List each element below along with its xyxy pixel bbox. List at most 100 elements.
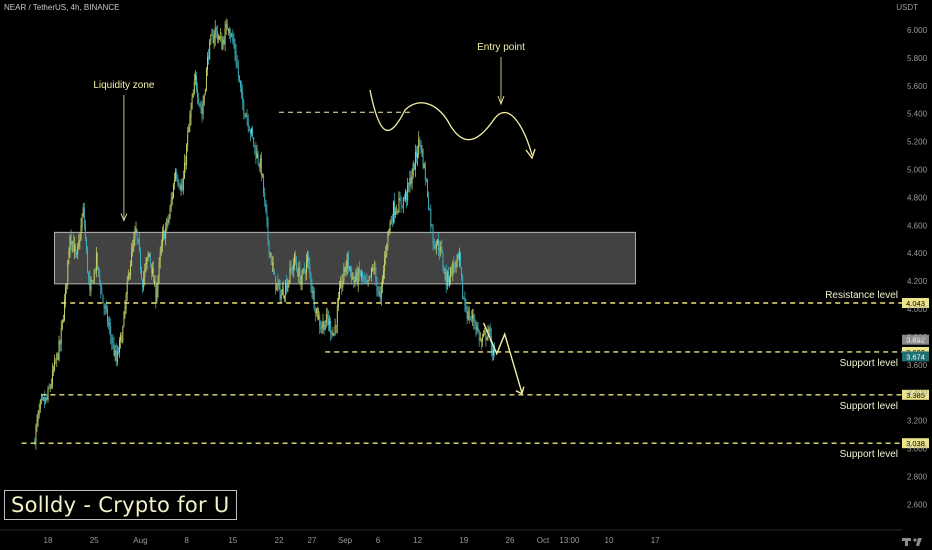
candle-body (223, 39, 225, 44)
y-tick-label-6: 4.800 (907, 193, 928, 202)
candle-body (428, 196, 430, 210)
candle-body (105, 306, 107, 309)
candle-body (290, 268, 292, 270)
candle-body (435, 245, 437, 249)
candle-body (219, 36, 221, 39)
candle-body (154, 280, 156, 284)
candle-body (78, 240, 80, 247)
candle-body (186, 145, 188, 165)
candle-body (469, 318, 471, 320)
candle-body (216, 30, 218, 40)
candle-body (359, 274, 361, 276)
x-tick-label-8: 6 (376, 536, 381, 545)
candle-body (91, 279, 93, 282)
candle-body (440, 246, 442, 252)
candle-body (106, 309, 108, 323)
candle-body (205, 69, 207, 91)
candle-body (402, 197, 404, 206)
y-tick-label-14: 3.200 (907, 417, 928, 426)
candle-body (260, 157, 262, 176)
candle-body (240, 80, 241, 88)
projection-arrowhead (515, 386, 525, 395)
candle-body (383, 270, 384, 279)
candle-body (427, 179, 428, 197)
candles-layer (34, 18, 496, 450)
candle-body (335, 325, 337, 327)
y-tick-label-9: 4.200 (907, 277, 928, 286)
candle-body (265, 199, 267, 211)
candle-body (388, 229, 390, 233)
candle-body (49, 387, 51, 389)
candle-body (436, 239, 438, 245)
level-price-tag-3 (902, 438, 929, 449)
candle-body (58, 340, 60, 361)
candle-body (108, 322, 109, 325)
y-tick-label-8: 4.400 (907, 249, 928, 258)
candle-body (180, 185, 182, 190)
candle-body (110, 326, 112, 337)
candle-body (289, 267, 291, 283)
candle-body (270, 253, 272, 266)
candle-body (476, 327, 478, 329)
candle-body (56, 353, 58, 361)
candle-body (491, 349, 493, 354)
candle-body (441, 246, 443, 253)
candle-body (318, 315, 320, 319)
candle-body (37, 413, 39, 421)
candle-body (331, 332, 333, 335)
candle-body (224, 28, 226, 45)
candle-body (369, 275, 371, 277)
candle-body (483, 333, 485, 337)
candle-body (104, 307, 106, 308)
candle-body (248, 128, 250, 131)
candle-body (193, 81, 195, 93)
candle-body (102, 294, 104, 304)
candle-body (275, 275, 277, 290)
candle-body (153, 267, 155, 283)
candle-body (362, 271, 364, 278)
candle-body (490, 335, 492, 351)
candle-body (100, 282, 102, 294)
candle-body (148, 253, 150, 257)
candle-body (406, 192, 408, 200)
candle-body (197, 89, 199, 98)
candle-body (341, 280, 343, 288)
candle-body (449, 278, 450, 283)
current-price-tag-0 (902, 334, 929, 345)
candle-body (397, 210, 399, 213)
candle-body (281, 289, 283, 296)
tradingview-logo-icon[interactable] (902, 536, 926, 546)
candle-body (71, 241, 73, 246)
level-price-tag-2 (902, 389, 929, 400)
candle-body (334, 325, 336, 335)
candle-body (408, 182, 410, 185)
level-price-tag-0 (902, 298, 929, 309)
candle-body (456, 255, 458, 260)
candle-body (411, 176, 413, 184)
candle-body (101, 293, 103, 295)
candle-body (211, 35, 213, 37)
candle-body (370, 268, 372, 277)
candle-body (310, 273, 312, 286)
candle-body (221, 36, 223, 50)
candle-body (130, 265, 131, 275)
candle-body (489, 328, 491, 335)
candle-body (407, 183, 409, 201)
candle-body (462, 276, 464, 299)
candle-body (264, 193, 266, 200)
y-tick-label-7: 4.600 (907, 221, 928, 230)
candle-body (363, 277, 365, 279)
candle-body (333, 333, 335, 335)
candle-body (53, 369, 54, 371)
candle-body (368, 275, 370, 281)
candle-body (233, 39, 235, 46)
candle-body (430, 208, 432, 226)
candle-body (99, 270, 101, 281)
candle-body (463, 298, 465, 300)
candle-body (376, 277, 378, 291)
entry-curve-arrowhead (525, 148, 536, 160)
candle-body (70, 235, 72, 244)
level-price-value-2: 3.385 (906, 391, 925, 400)
candle-body (433, 244, 435, 245)
